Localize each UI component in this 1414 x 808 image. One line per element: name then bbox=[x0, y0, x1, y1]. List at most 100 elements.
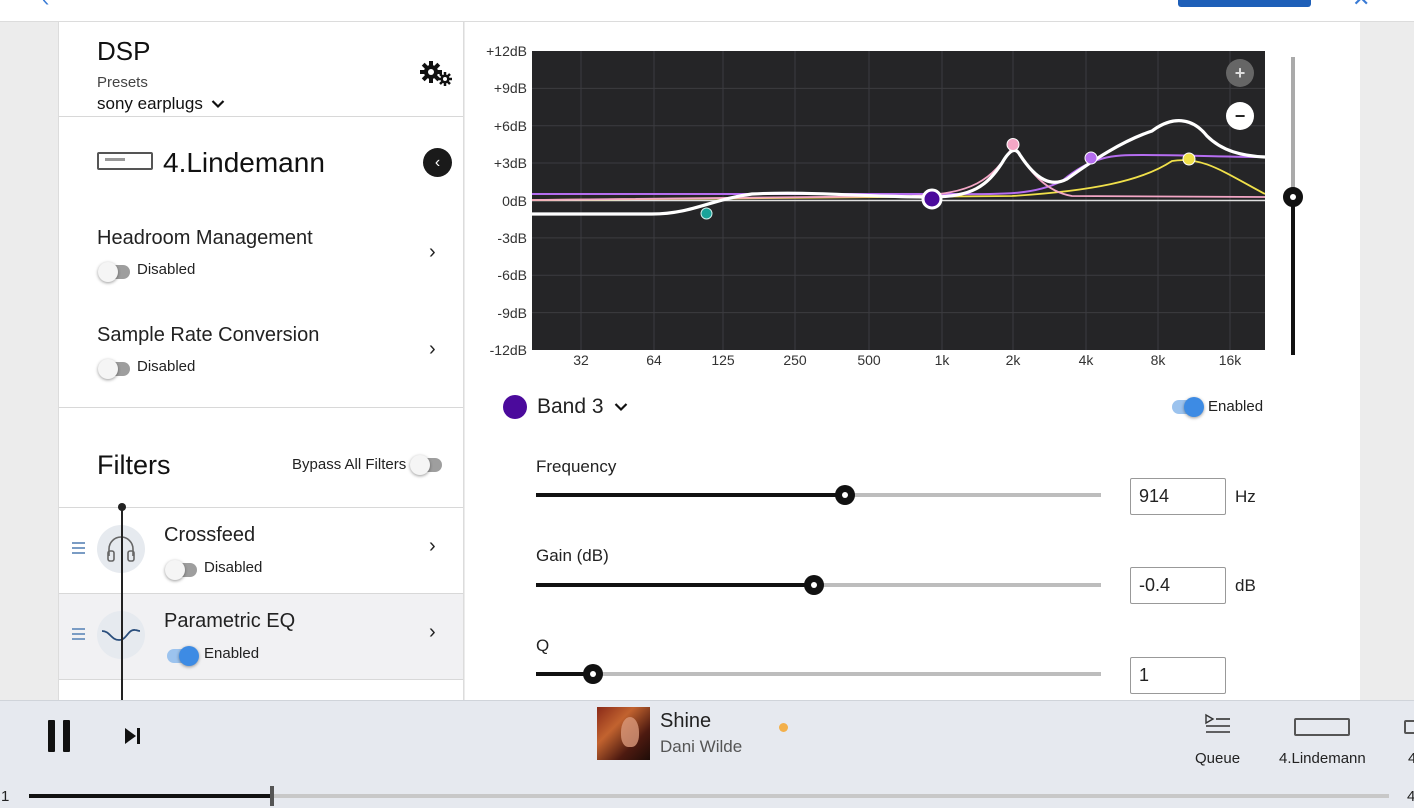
frequency-slider[interactable] bbox=[536, 485, 1101, 505]
volume-device-icon[interactable] bbox=[1404, 720, 1414, 734]
headroom-management-row[interactable]: Headroom Management Disabled › bbox=[59, 213, 463, 310]
x-tick-label: 2k bbox=[1005, 352, 1021, 368]
eq-graph[interactable] bbox=[532, 51, 1265, 350]
setting-status: Disabled bbox=[137, 358, 196, 375]
close-icon[interactable]: ✕ bbox=[1352, 0, 1370, 12]
dsp-sidebar: DSP Presets sony earplugs bbox=[58, 22, 464, 700]
status-dot bbox=[779, 723, 788, 732]
filter-name: Parametric EQ bbox=[164, 610, 296, 632]
queue-label[interactable]: Queue bbox=[1195, 750, 1241, 767]
filter-item-parametric-eq[interactable]: Parametric EQ Enabled › bbox=[59, 593, 463, 679]
filter-status: Disabled bbox=[204, 559, 263, 576]
queue-icon bbox=[1205, 713, 1230, 733]
top-bar: ‹ ✕ bbox=[0, 0, 1414, 22]
now-playing-bar: Shine Dani Wilde Queue 4.Lindemann 4 1 4 bbox=[0, 700, 1414, 808]
frequency-input[interactable] bbox=[1130, 478, 1226, 515]
gain-slider-handle[interactable] bbox=[803, 575, 824, 595]
track-title[interactable]: Shine bbox=[660, 710, 712, 732]
zoom-in-button[interactable]: + bbox=[1226, 59, 1254, 87]
skip-next-icon[interactable] bbox=[122, 726, 142, 746]
x-tick-label: 500 bbox=[857, 352, 881, 368]
x-tick-label: 16k bbox=[1218, 352, 1242, 368]
dsp-header: DSP Presets sony earplugs bbox=[59, 22, 463, 117]
band-6-handle[interactable] bbox=[1182, 152, 1196, 166]
x-tick-label: 250 bbox=[783, 352, 807, 368]
eq-editor: +12dB +9dB +6dB +3dB 0dB -3dB -6dB -9dB … bbox=[465, 22, 1360, 700]
queue-button[interactable] bbox=[1190, 713, 1246, 740]
band-selector[interactable]: Band 3 bbox=[503, 395, 628, 419]
drag-handle-icon[interactable] bbox=[72, 542, 85, 557]
x-tick-label: 64 bbox=[646, 352, 662, 368]
y-tick-label: +6dB bbox=[493, 117, 527, 134]
q-label: Q bbox=[536, 636, 550, 655]
filters-header: Filters Bypass All Filters bbox=[59, 407, 463, 507]
filter-chain-line bbox=[121, 507, 123, 700]
chevron-down-icon bbox=[211, 100, 225, 109]
sample-rate-toggle[interactable] bbox=[98, 359, 130, 379]
back-arrow-icon[interactable]: ‹ bbox=[42, 0, 49, 12]
q-input[interactable] bbox=[1130, 657, 1226, 694]
gear-icon[interactable] bbox=[419, 60, 453, 86]
filter-item-next[interactable] bbox=[59, 679, 463, 700]
gain-slider[interactable] bbox=[536, 575, 1101, 595]
y-tick-label: +9dB bbox=[493, 80, 527, 97]
preset-value: sony earplugs bbox=[97, 94, 203, 113]
track-artist[interactable]: Dani Wilde bbox=[660, 737, 743, 756]
total-time: 4 bbox=[1407, 788, 1414, 805]
band-enabled-label: Enabled bbox=[1208, 398, 1264, 415]
gain-input[interactable] bbox=[1130, 567, 1226, 604]
collapse-button[interactable]: ‹ bbox=[423, 148, 452, 177]
gain-label: Gain (dB) bbox=[536, 546, 609, 565]
x-tick-label: 32 bbox=[573, 352, 589, 368]
sample-rate-conversion-row[interactable]: Sample Rate Conversion Disabled › bbox=[59, 310, 463, 407]
chevron-right-icon[interactable]: › bbox=[429, 621, 436, 643]
y-tick-label: -6dB bbox=[497, 267, 527, 284]
extra-label: 4 bbox=[1408, 750, 1414, 767]
x-tick-label: 4k bbox=[1078, 352, 1094, 368]
output-device-label[interactable]: 4.Lindemann bbox=[1279, 750, 1366, 767]
y-tick-label: 0dB bbox=[502, 192, 527, 209]
y-tick-label: +12dB bbox=[486, 43, 527, 59]
x-axis-labels: 32 64 125 250 500 1k 2k 4k 8k 16k bbox=[532, 352, 1265, 372]
band-label: Band 3 bbox=[537, 395, 604, 418]
setting-title: Sample Rate Conversion bbox=[97, 324, 320, 346]
top-action-button[interactable] bbox=[1178, 0, 1311, 7]
y-tick-label: -12dB bbox=[489, 342, 527, 358]
chevron-right-icon[interactable]: › bbox=[429, 338, 436, 360]
gain-unit: dB bbox=[1235, 576, 1256, 595]
q-slider[interactable] bbox=[536, 664, 1101, 684]
frequency-label: Frequency bbox=[536, 457, 617, 476]
album-art[interactable] bbox=[597, 707, 650, 760]
filter-status: Enabled bbox=[204, 645, 260, 662]
q-slider-handle[interactable] bbox=[582, 664, 603, 684]
preset-dropdown[interactable]: sony earplugs bbox=[97, 94, 225, 114]
device-icon bbox=[97, 152, 153, 170]
drag-handle-icon[interactable] bbox=[72, 628, 85, 643]
band-enabled-toggle[interactable] bbox=[1172, 397, 1204, 417]
crossfeed-toggle[interactable] bbox=[165, 560, 197, 580]
zoom-out-button[interactable]: − bbox=[1226, 102, 1254, 130]
parametric-eq-toggle[interactable] bbox=[167, 646, 199, 666]
band-4-handle[interactable] bbox=[1006, 138, 1020, 151]
chevron-right-icon[interactable]: › bbox=[429, 241, 436, 263]
y-tick-label: -9dB bbox=[497, 304, 527, 321]
elapsed-time: 1 bbox=[1, 788, 10, 805]
output-device-icon[interactable] bbox=[1294, 718, 1350, 736]
headroom-toggle[interactable] bbox=[98, 262, 130, 282]
seek-handle[interactable] bbox=[270, 786, 275, 806]
filter-item-crossfeed[interactable]: Crossfeed Disabled › bbox=[59, 507, 463, 593]
device-row: 4.Lindemann ‹ bbox=[59, 117, 463, 213]
band-3-handle[interactable] bbox=[921, 188, 943, 210]
presets-label: Presets bbox=[97, 74, 148, 91]
frequency-unit: Hz bbox=[1235, 487, 1256, 506]
total-response-curve bbox=[532, 119, 1265, 216]
frequency-slider-handle[interactable] bbox=[835, 485, 856, 505]
page-title: DSP bbox=[97, 36, 151, 66]
band-5-handle[interactable] bbox=[1084, 151, 1098, 165]
band-1-handle[interactable] bbox=[700, 207, 713, 220]
pause-button[interactable] bbox=[47, 720, 73, 752]
preamp-slider-handle[interactable] bbox=[1283, 187, 1303, 207]
chevron-right-icon[interactable]: › bbox=[429, 535, 436, 557]
seek-bar[interactable] bbox=[29, 786, 1389, 806]
bypass-toggle[interactable] bbox=[410, 455, 442, 475]
